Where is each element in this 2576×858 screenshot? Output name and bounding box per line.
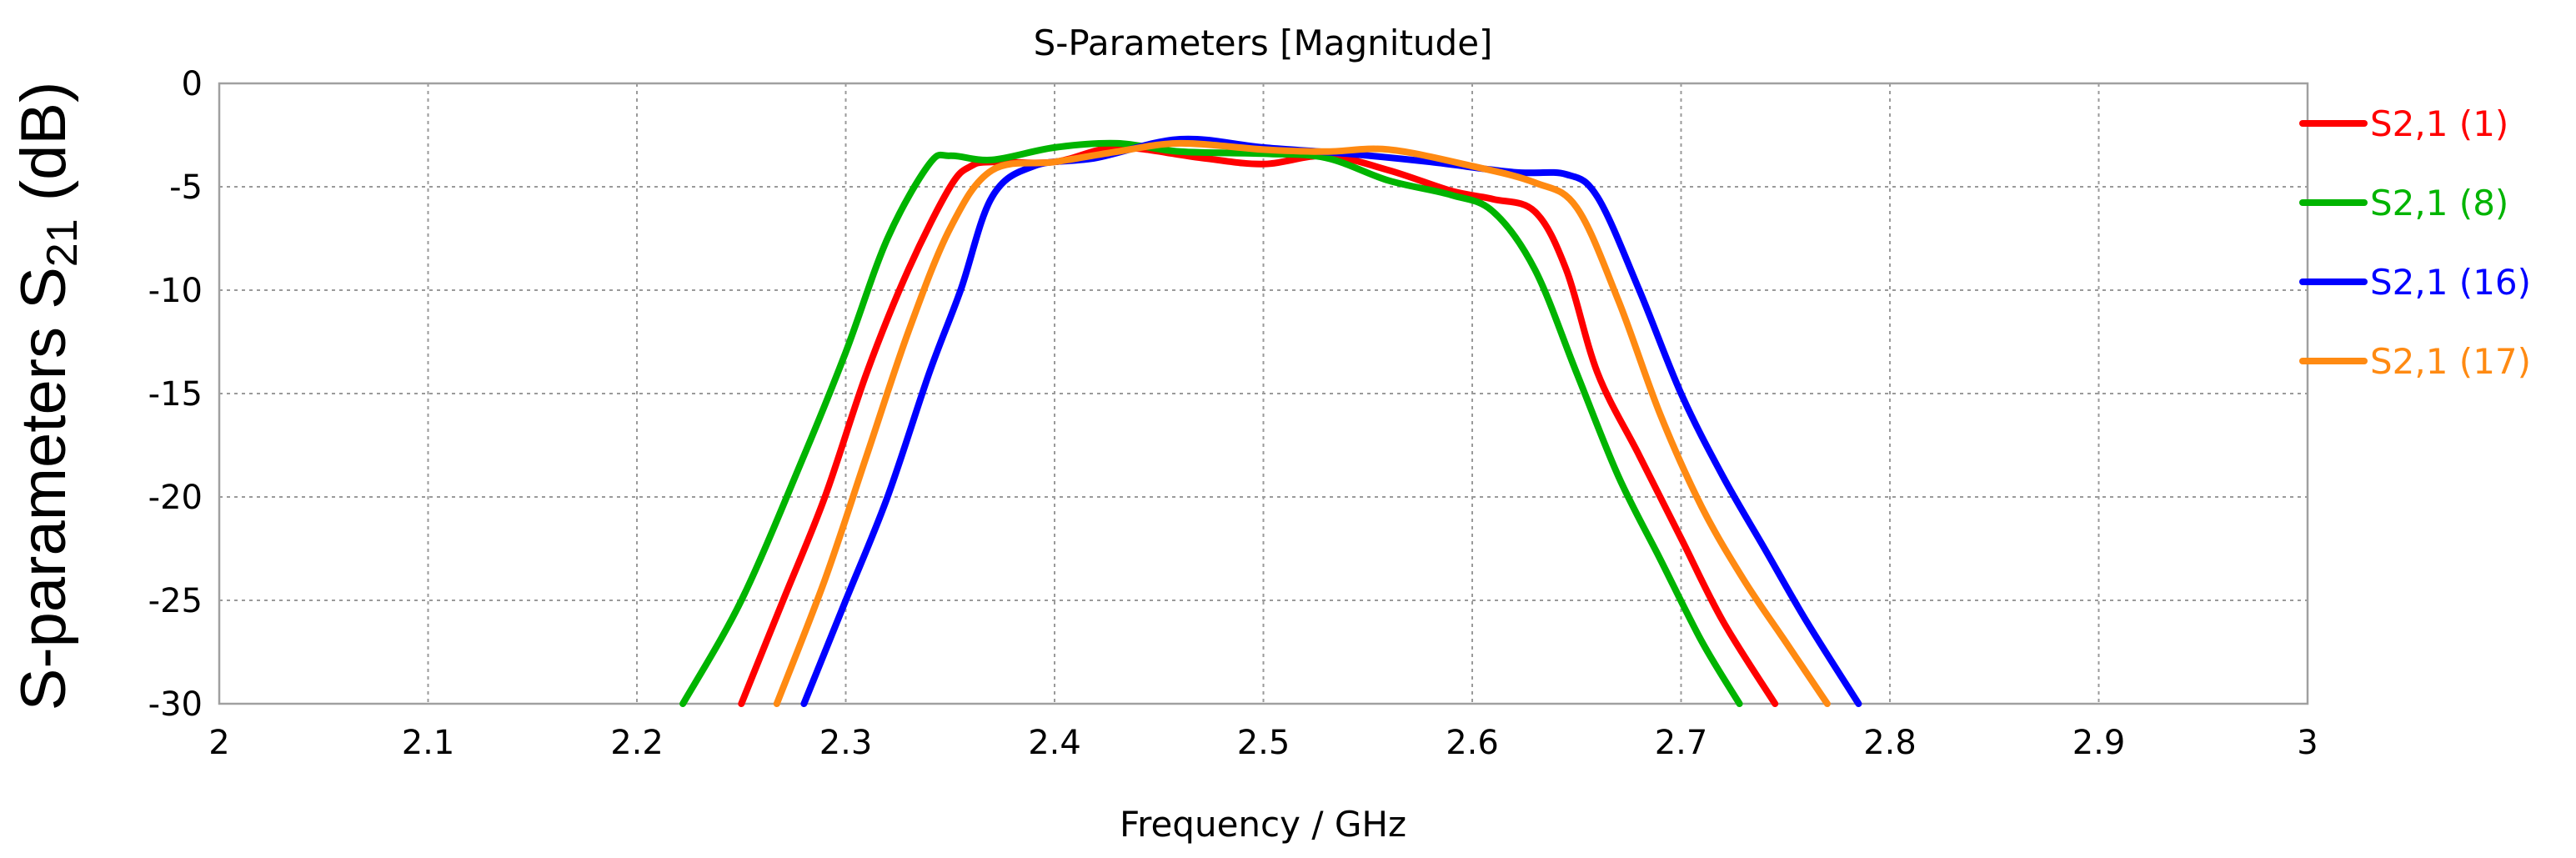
y-tick-label: -15 [148, 375, 203, 414]
y-tick-label: -10 [148, 272, 203, 310]
series-line-1 [738, 143, 1779, 707]
plot-frame [218, 82, 2309, 705]
x-tick-label: 2.5 [1237, 724, 1291, 762]
y-axis-label: S-parameters S21 (dB) [8, 82, 87, 711]
x-axis-label: Frequency / GHz [1120, 804, 1406, 845]
legend-label: S2,1 (8) [2370, 183, 2508, 223]
y-tick-label: -20 [148, 479, 203, 517]
x-tick-label: 2.8 [1863, 724, 1917, 762]
x-tick-label: 2.7 [1655, 724, 1708, 762]
x-tick-label: 2.3 [819, 724, 873, 762]
chart-title: S-Parameters [Magnitude] [1034, 23, 1493, 63]
x-tick-label: 2.4 [1028, 724, 1081, 762]
y-axis-label-suffix: (dB) [8, 82, 79, 219]
legend-label: S2,1 (16) [2370, 262, 2531, 303]
y-axis-label-subscript: 21 [38, 218, 87, 267]
series-lines [679, 135, 1862, 707]
y-tick-labels: 0 -5 -10 -15 -20 -25 -30 [148, 65, 203, 724]
legend: S2,1 (1) S2,1 (8) S2,1 (16) S2,1 (17) [2299, 103, 2531, 382]
grid-lines [219, 83, 2308, 704]
x-tick-labels: 2 2.1 2.2 2.3 2.4 2.5 2.6 2.7 2.8 2.9 3 [208, 724, 2318, 762]
x-tick-label: 3 [2297, 724, 2318, 762]
legend-label: S2,1 (1) [2370, 103, 2508, 144]
y-tick-label: -5 [169, 168, 203, 207]
series-line-2 [679, 139, 1743, 707]
y-axis-label-main: S-parameters S [8, 267, 79, 710]
y-tick-label: 0 [182, 65, 203, 103]
x-tick-label: 2.2 [610, 724, 664, 762]
x-tick-label: 2.1 [402, 724, 455, 762]
y-tick-label: -25 [148, 582, 203, 620]
y-tick-label: -30 [148, 685, 203, 724]
legend-label: S2,1 (17) [2370, 341, 2531, 382]
x-tick-label: 2.6 [1446, 724, 1499, 762]
series-line-4 [773, 139, 1831, 707]
x-tick-label: 2.9 [2072, 724, 2126, 762]
series-line-3 [800, 135, 1862, 707]
x-tick-label: 2 [208, 724, 229, 762]
